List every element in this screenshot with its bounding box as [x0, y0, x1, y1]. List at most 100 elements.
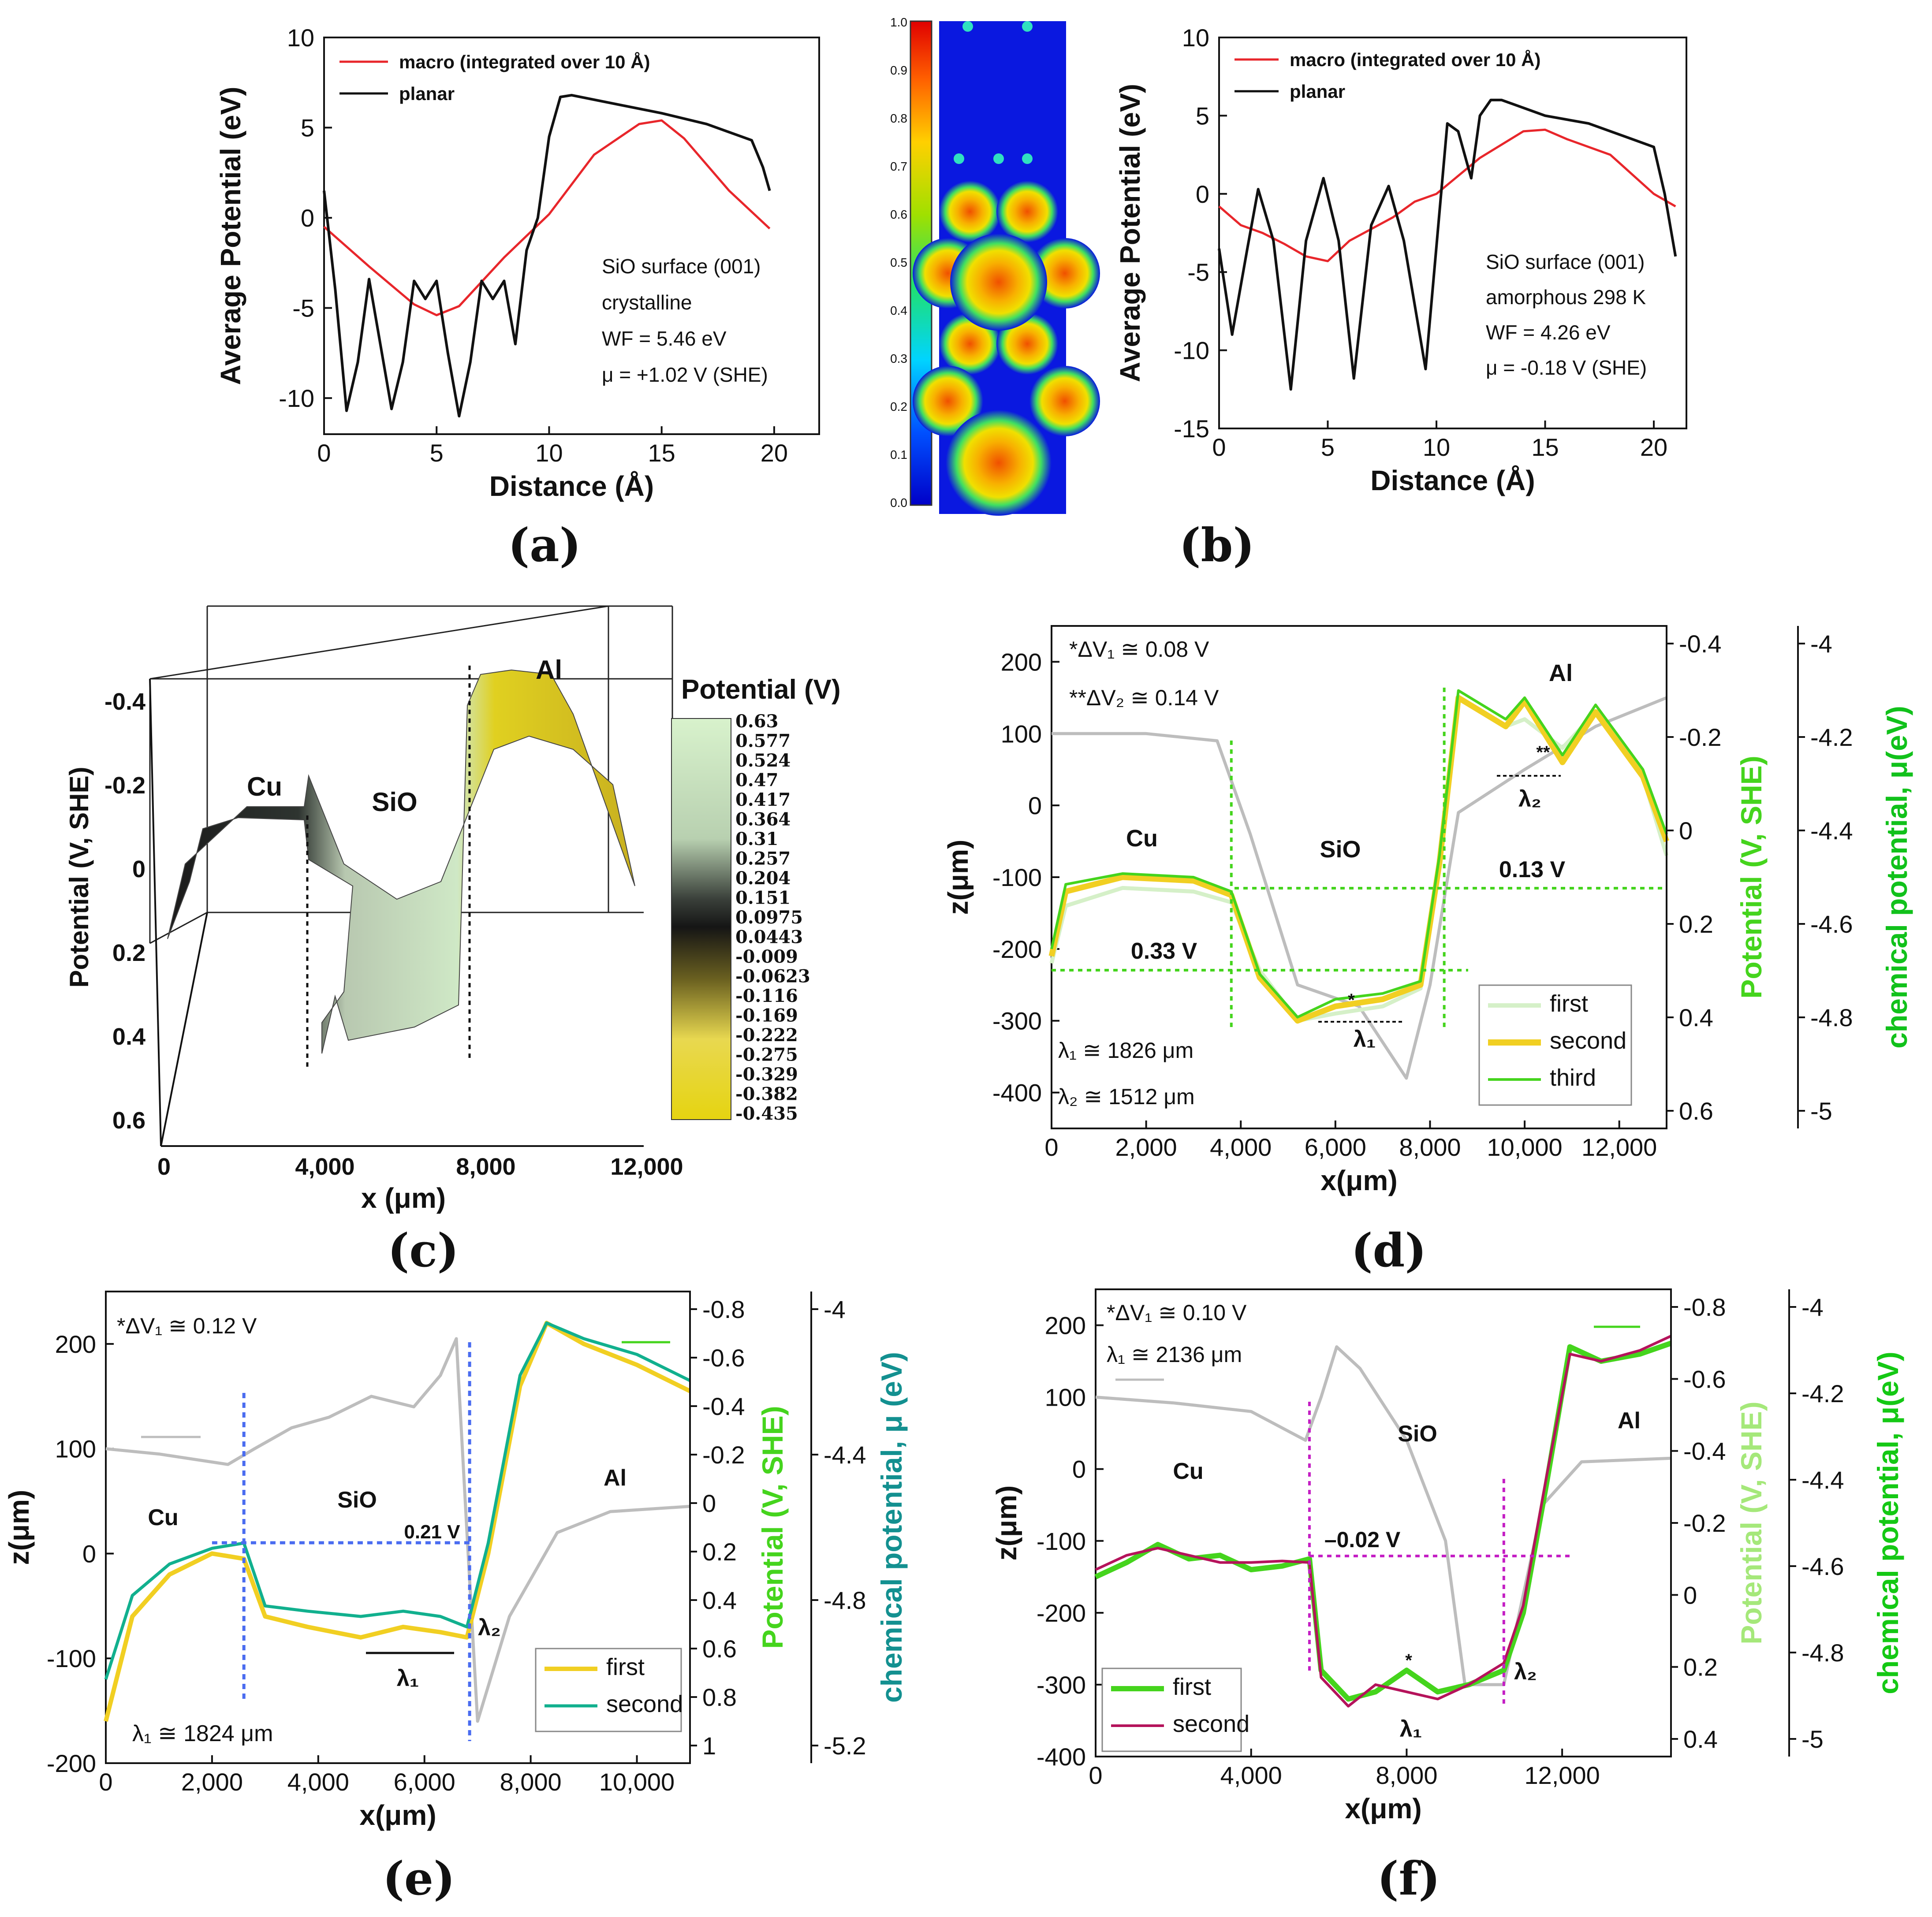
region-label-al: Al — [536, 655, 562, 685]
colorbar-tick-label: 0.2 — [890, 400, 907, 413]
colorbar-tick-label: 0.9 — [890, 63, 907, 77]
density-spot — [1022, 21, 1033, 32]
density-spot — [962, 21, 973, 32]
x-tick-label: 12,000 — [610, 1154, 683, 1180]
region-label-cu: Cu — [148, 1505, 178, 1530]
region-label-sio: SiO — [372, 787, 417, 817]
x-tick-label: 2,000 — [181, 1768, 243, 1796]
panel-e: 0 2,000 4,000 6,000 8,000 10,000 200 100 0 -100 -2… — [3, 1291, 908, 1831]
annotation: SiO surface (001) — [602, 255, 761, 278]
y-tick-label: -5 — [1187, 258, 1209, 286]
lambda1-label: λ₁ — [1400, 1716, 1422, 1742]
potential-surface — [167, 669, 635, 1054]
legend-box — [535, 1648, 682, 1732]
y-tick-label: 100 — [55, 1435, 96, 1463]
colorbar-tick-label: -0.0623 — [735, 966, 810, 987]
y2-axis-tick-label: 0.2 — [1683, 1653, 1718, 1681]
series-line-planar — [1218, 98, 1677, 391]
density-blob — [1029, 238, 1100, 309]
y2-axis-tick-label: -0.8 — [1683, 1293, 1726, 1321]
x-tick-label: 10 — [535, 439, 563, 467]
colorbar-tick-label: -0.169 — [735, 1005, 798, 1026]
x-axis-label: x(μm) — [1345, 1793, 1421, 1824]
panel-label-d: (d) — [1351, 1223, 1427, 1277]
y3-axis-label: chemical potential, μ(eV) — [1872, 1351, 1904, 1694]
annotation: μ = +1.02 V (SHE) — [602, 363, 768, 386]
y3-axis-tick-label: -4.2 — [1801, 1380, 1844, 1407]
y2-axis-tick-label: 0.4 — [1679, 1004, 1713, 1031]
legend-label: first — [606, 1654, 645, 1680]
x-tick-label: 4,000 — [295, 1154, 354, 1180]
y2-axis-tick-label: 0.6 — [702, 1635, 737, 1663]
legend-box — [1101, 1668, 1242, 1752]
x-tick-label: 10 — [1423, 433, 1450, 461]
panel-c: 0 4,000 8,000 12,000 -0.4 -0.2 0 0.2 0.4 0.6 x (μm… — [64, 605, 841, 1214]
y2-axis-label: Potential (V, SHE) — [1735, 1401, 1768, 1644]
y-tick-label: 10 — [1182, 24, 1209, 52]
legend-label: first — [1550, 990, 1588, 1017]
colorbar-tick-label: 0.7 — [890, 160, 907, 173]
y-tick-label: 100 — [1001, 720, 1042, 748]
y-tick-label: -100 — [992, 864, 1042, 891]
x-axis-label: Distance (Å) — [489, 470, 654, 502]
colorbar-tick-label: 0.63 — [735, 711, 778, 732]
y-tick-label: 200 — [1001, 648, 1042, 676]
series-line-third — [1050, 689, 1668, 1019]
z-axis-line — [149, 678, 162, 1146]
plot-frame — [1218, 37, 1687, 429]
colorbar-tick-label: -0.329 — [735, 1064, 798, 1085]
colorbar-tick-label: 0.1 — [890, 448, 907, 462]
y3-axis-tick-label: -4.8 — [824, 1586, 866, 1614]
panel-b: 0 5 10 15 20 10 5 0 -5 -10 -15 Distance (Å) Average … — [1114, 24, 1687, 496]
y-tick-label: -200 — [992, 935, 1042, 963]
y3-axis-tick-label: -4.4 — [824, 1441, 866, 1469]
series-line-second — [104, 1321, 691, 1680]
legend-label: planar — [1290, 81, 1345, 102]
panel-label-a: (a) — [508, 518, 581, 572]
x-tick-label: 12,000 — [1581, 1133, 1657, 1161]
y2-axis-label: Potential (V, SHE) — [756, 1406, 789, 1649]
y-tick-label: 0 — [1028, 792, 1042, 819]
y3-axis-tick-label: -4 — [824, 1295, 846, 1323]
y2-axis-tick-label: -0.8 — [702, 1295, 745, 1323]
lambda2-label: λ₂ — [1514, 1659, 1537, 1685]
y-axis-label: z(μm) — [3, 1490, 35, 1565]
y2-axis-tick-label: 0.4 — [1683, 1725, 1718, 1753]
series-line-macro — [323, 119, 771, 316]
legend-label: first — [1173, 1674, 1211, 1700]
annotation-dv1: *ΔV₁ ≅ 0.12 V — [117, 1314, 257, 1338]
y3-axis-tick-label: -5 — [1810, 1097, 1832, 1125]
annotation: amorphous 298 K — [1486, 286, 1646, 309]
z-tick-label: -0.2 — [104, 772, 145, 799]
annotation-lambda1: λ₁ ≅ 2136 μm — [1107, 1342, 1242, 1367]
region-label-sio: SiO — [1320, 836, 1361, 863]
density-spot — [993, 153, 1004, 164]
legend-label: second — [1550, 1027, 1626, 1054]
series-line-first — [1094, 1340, 1672, 1702]
x-axis-label: Distance (Å) — [1370, 465, 1535, 496]
annotation-lambda1: λ₁ ≅ 1824 μm — [132, 1721, 273, 1746]
colorbar-tick-label: 0.0 — [890, 496, 907, 510]
density-blob — [950, 234, 1047, 331]
z-axis-label: Potential (V, SHE) — [64, 767, 94, 987]
legend-label: planar — [399, 83, 455, 104]
annotation: SiO surface (001) — [1486, 250, 1645, 273]
colorbar-tick-label: -0.435 — [735, 1103, 798, 1124]
colorbar-tick-label: 0.31 — [735, 829, 778, 849]
density-blob — [939, 181, 1001, 242]
annotation: WF = 4.26 eV — [1486, 321, 1611, 344]
density-blob — [1029, 366, 1100, 436]
x-tick-label: 15 — [1531, 433, 1559, 461]
lambda2-label: λ₂ — [1518, 786, 1541, 812]
x-axis-label: x(μm) — [359, 1799, 436, 1831]
x-tick-label: 8,000 — [456, 1154, 515, 1180]
colorbar-tick-label: 0.8 — [890, 112, 907, 125]
colorbar-title: Potential (V) — [681, 674, 841, 705]
y-tick-label: 0 — [82, 1540, 96, 1567]
annotation-star: * — [1405, 1651, 1412, 1670]
region-label-sio: SiO — [1398, 1421, 1437, 1447]
x-tick-label: 4,000 — [287, 1768, 349, 1796]
annotation-neg002v: –0.02 V — [1324, 1527, 1401, 1552]
x-tick-label: 4,000 — [1210, 1133, 1272, 1161]
panel-label-c: (c) — [388, 1223, 459, 1277]
